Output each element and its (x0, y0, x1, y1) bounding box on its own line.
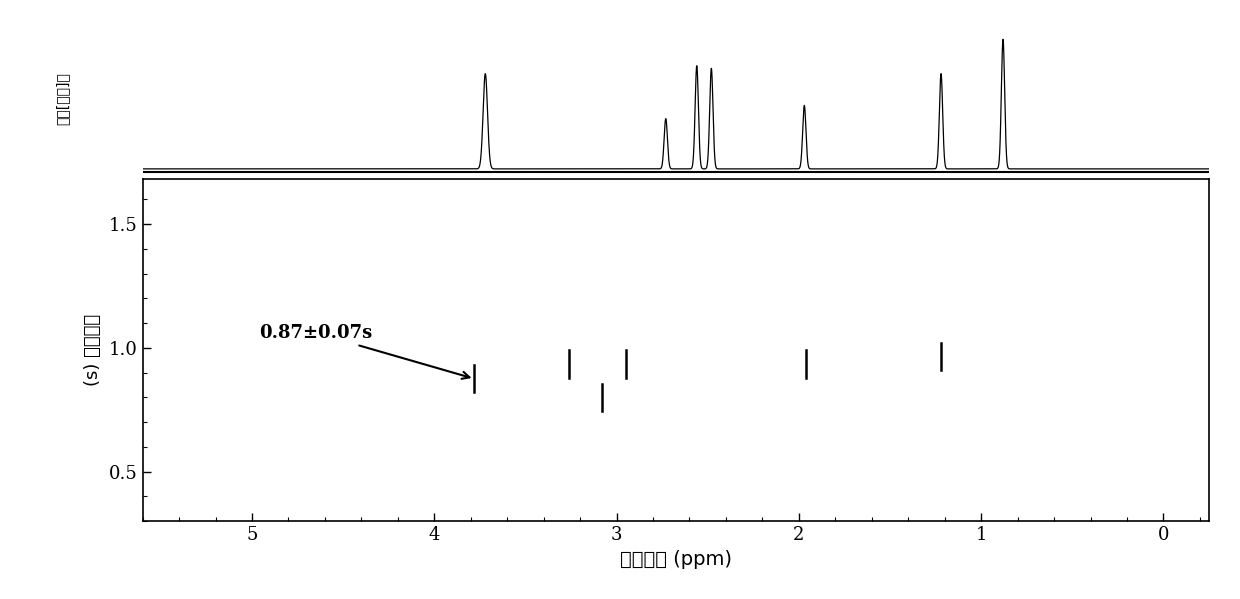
Text: 0.87±0.07s: 0.87±0.07s (259, 324, 470, 379)
X-axis label: 化学位移 (ppm): 化学位移 (ppm) (620, 549, 732, 568)
Y-axis label: (s) 回波时间: (s) 回波时间 (84, 314, 102, 386)
Text: 频谱[归一]频: 频谱[归一]频 (56, 72, 69, 125)
